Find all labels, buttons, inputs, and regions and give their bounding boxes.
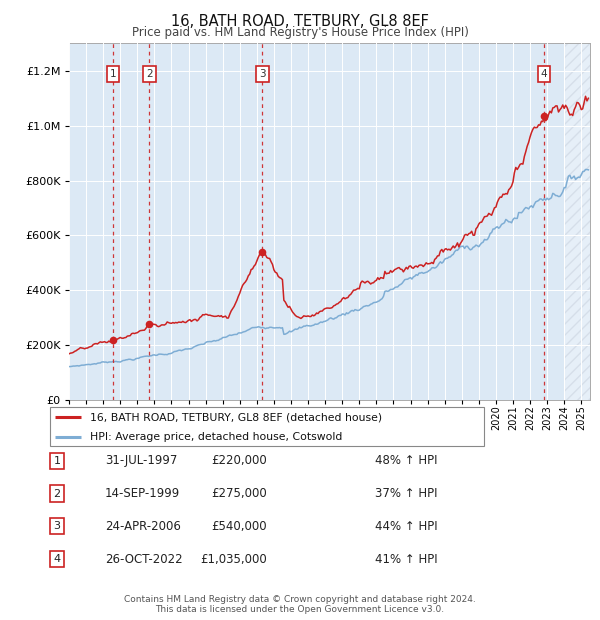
Text: 16, BATH ROAD, TETBURY, GL8 8EF (detached house): 16, BATH ROAD, TETBURY, GL8 8EF (detache… [89,412,382,422]
Text: 2: 2 [146,69,153,79]
Text: 3: 3 [259,69,265,79]
Bar [564,43,590,400]
Text: HPI: Average price, detached house, Cotswold: HPI: Average price, detached house, Cots… [89,432,342,442]
Text: £540,000: £540,000 [211,520,267,533]
Text: 1: 1 [53,456,61,466]
Text: 41% ↑ HPI: 41% ↑ HPI [375,553,437,565]
Text: £275,000: £275,000 [211,487,267,500]
Text: This data is licensed under the Open Government Licence v3.0.: This data is licensed under the Open Gov… [155,604,445,614]
FancyBboxPatch shape [50,407,484,446]
Text: 44% ↑ HPI: 44% ↑ HPI [375,520,437,533]
Text: £1,035,000: £1,035,000 [200,553,267,565]
Text: 24-APR-2006: 24-APR-2006 [105,520,181,533]
Text: 3: 3 [53,521,61,531]
Text: Contains HM Land Registry data © Crown copyright and database right 2024.: Contains HM Land Registry data © Crown c… [124,595,476,604]
Text: Price paid vs. HM Land Registry's House Price Index (HPI): Price paid vs. HM Land Registry's House … [131,26,469,39]
Text: 1: 1 [110,69,116,79]
Text: 4: 4 [53,554,61,564]
Text: 26-OCT-2022: 26-OCT-2022 [105,553,182,565]
Text: 16, BATH ROAD, TETBURY, GL8 8EF: 16, BATH ROAD, TETBURY, GL8 8EF [171,14,429,29]
Text: 48% ↑ HPI: 48% ↑ HPI [375,454,437,467]
Text: 14-SEP-1999: 14-SEP-1999 [105,487,180,500]
Text: 37% ↑ HPI: 37% ↑ HPI [375,487,437,500]
Text: 2: 2 [53,489,61,498]
Text: 31-JUL-1997: 31-JUL-1997 [105,454,178,467]
Text: 4: 4 [541,69,547,79]
Text: £220,000: £220,000 [211,454,267,467]
